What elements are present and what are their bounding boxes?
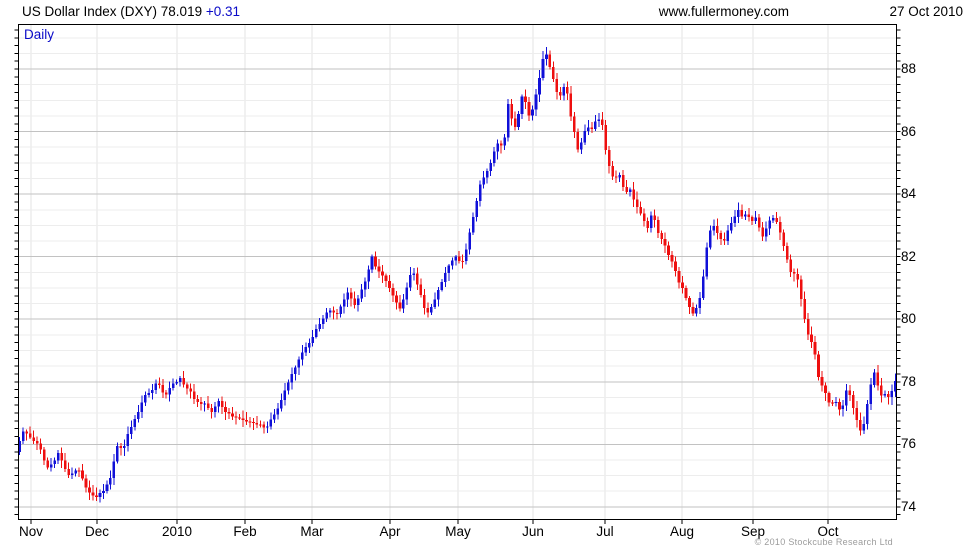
x-axis-label: Jul [596,524,614,539]
y-axis-label: 74 [901,498,917,514]
x-axis-label: 2010 [161,524,193,539]
y-axis-label: 84 [901,186,917,202]
x-axis-label: Sep [741,524,766,539]
y-axis-label: 82 [901,248,917,264]
x-axis-label: Apr [379,524,401,539]
chart-plot-area: Daily [14,24,901,524]
copyright-label: © 2010 Stockcube Research Ltd [754,537,893,547]
x-axis-label: Dec [85,524,110,539]
price-change: +0.31 [205,4,241,19]
x-axis-label: Aug [669,524,694,539]
instrument-title: US Dollar Index (DXY) 78.019 [22,4,203,19]
x-axis-label: Jun [522,524,544,539]
date-label: 27 Oct 2010 [889,4,963,19]
x-axis-label: Oct [817,524,839,539]
interval-label: Daily [24,27,55,42]
y-axis-label: 80 [901,311,917,327]
y-axis-label: 88 [901,61,917,77]
x-axis-label: Nov [18,524,44,539]
y-axis-label: 76 [901,436,917,452]
page-title: US Dollar Index (DXY) 78.019 +0.31 [22,4,240,19]
y-axis-label: 86 [901,123,917,139]
y-axis-label: 78 [901,373,917,389]
x-axis-label: Mar [300,524,324,539]
candlestick-chart [14,24,901,524]
x-axis-label: Feb [233,524,257,539]
x-axis-label: May [445,524,471,539]
website-label: www.fullermoney.com [658,4,789,19]
